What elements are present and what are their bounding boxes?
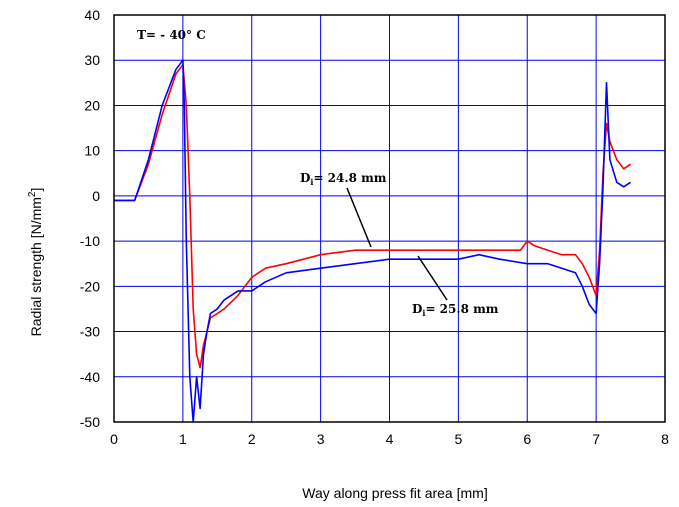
x-tick-label-4: 4 — [386, 431, 394, 447]
y-tick-label-2: 20 — [84, 97, 100, 113]
y-tick-label-8: -40 — [80, 369, 100, 385]
series-line-red — [114, 63, 632, 369]
tick-labels: 0 1 2 3 4 5 6 7 8 40 30 20 10 0 -10 -20 -30 -40 -50 — [80, 7, 669, 447]
x-tick-label-5: 5 — [454, 431, 462, 447]
x-tick-label-0: 0 — [110, 431, 118, 447]
y-tick-label-9: -50 — [80, 414, 100, 430]
d-red-sub: i — [310, 177, 313, 187]
x-tick-label-6: 6 — [523, 431, 531, 447]
y-tick-label-3: 10 — [84, 143, 100, 159]
x-tick-label-3: 3 — [317, 431, 325, 447]
x-tick-label-1: 1 — [179, 431, 187, 447]
y-axis-label-sup: 2 — [27, 191, 38, 197]
y-tick-label-5: -10 — [80, 233, 100, 249]
y-axis-label-end: ] — [28, 188, 44, 192]
d-blue-label: D — [412, 302, 422, 316]
grid — [114, 15, 665, 422]
x-axis-label: Way along press fit area [mm] — [302, 485, 487, 501]
d-red-pointer — [346, 187, 372, 248]
d-blue-pointer — [417, 255, 448, 301]
temperature-annotation: T= - 40° C — [137, 28, 206, 42]
y-axis-label: Radial strength [N/mm2] — [27, 188, 44, 337]
d-red-value: = 24.8 mm — [313, 171, 386, 185]
y-tick-label-6: -20 — [80, 278, 100, 294]
y-tick-label-0: 40 — [84, 7, 100, 23]
d-blue-sub: i — [422, 308, 425, 318]
y-tick-label-7: -30 — [80, 324, 100, 340]
annotations: T= - 40° C Di= 24.8 mm Di= 25.8 mm — [137, 28, 499, 318]
x-tick-label-7: 7 — [592, 431, 600, 447]
d-blue-annotation: Di= 25.8 mm — [412, 302, 499, 318]
d-red-annotation: Di= 24.8 mm — [300, 171, 387, 187]
series-group — [114, 59, 632, 423]
d-red-label: D — [300, 171, 310, 185]
x-tick-label-8: 8 — [661, 431, 669, 447]
y-tick-label-1: 30 — [84, 52, 100, 68]
plot-frame — [113, 14, 666, 423]
series-line-blue — [114, 59, 632, 423]
y-tick-label-4: 0 — [92, 188, 100, 204]
x-tick-label-2: 2 — [248, 431, 256, 447]
d-blue-value: = 25.8 mm — [425, 302, 498, 316]
y-axis-label-main: Radial strength [N/mm — [28, 197, 44, 336]
